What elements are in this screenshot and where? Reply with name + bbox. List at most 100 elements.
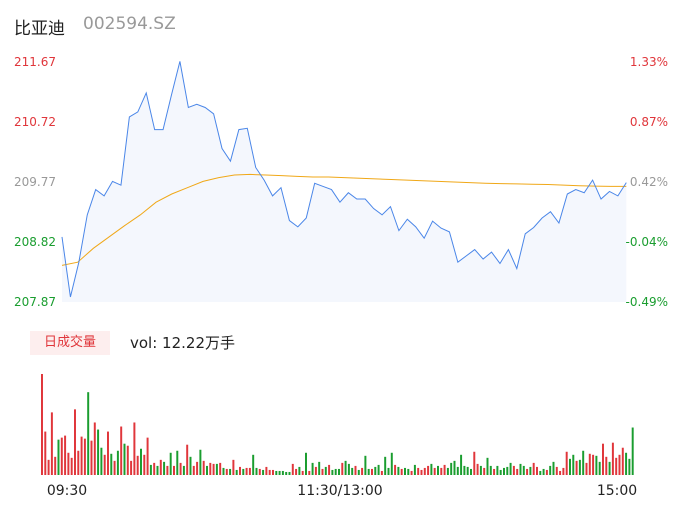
volume-bar — [377, 464, 380, 475]
volume-bar — [479, 465, 482, 475]
volume-bar — [258, 468, 261, 475]
volume-bar — [351, 467, 354, 475]
y-tick-left: 211.67 — [14, 55, 56, 69]
volume-tag[interactable]: 日成交量 — [30, 331, 110, 355]
volume-bar — [182, 465, 185, 475]
stock-name: 比亚迪 — [14, 19, 65, 39]
volume-bar — [364, 455, 367, 475]
volume-bar — [272, 469, 274, 475]
volume-bar — [278, 470, 281, 475]
volume-bar — [595, 455, 598, 475]
volume-bar — [189, 456, 192, 475]
volume-bar — [87, 392, 90, 475]
volume-bar — [397, 466, 400, 475]
volume-bar — [440, 467, 443, 475]
volume-bar — [123, 443, 126, 475]
volume-bar — [268, 469, 271, 475]
y-tick-left: 207.87 — [14, 295, 56, 309]
volume-bar — [301, 470, 304, 475]
y-tick-right: 0.87% — [630, 115, 668, 129]
volume-bar — [450, 462, 453, 475]
volume-bar — [245, 467, 248, 475]
volume-bar — [83, 438, 86, 475]
volume-bar — [265, 466, 268, 475]
x-tick-label: 09:30 — [47, 483, 87, 499]
volume-bar — [605, 456, 608, 475]
volume-bar — [536, 466, 538, 475]
price-chart: 211.67 210.72 209.77 208.82 207.87 1.33% 0.87… — [14, 55, 668, 309]
volume-bar — [509, 462, 512, 475]
volume-bar — [41, 374, 43, 475]
volume-bar — [166, 465, 169, 475]
volume-bar — [64, 435, 67, 475]
volume-bar — [202, 460, 205, 475]
volume-bar — [295, 468, 298, 475]
volume-bar — [578, 459, 581, 475]
volume-bar — [529, 466, 532, 475]
volume-bar — [430, 463, 433, 475]
volume-bar — [493, 468, 496, 475]
volume-bar — [549, 465, 552, 475]
volume-bar — [298, 466, 301, 475]
volume-bar — [526, 468, 529, 475]
volume-bar — [311, 462, 314, 475]
y-tick-right: -0.49% — [626, 295, 668, 309]
volume-bar — [97, 429, 100, 475]
volume-bar — [222, 467, 225, 475]
volume-bar — [70, 457, 73, 475]
price-area — [62, 61, 627, 302]
volume-bar — [473, 451, 476, 475]
volume-bar — [215, 463, 218, 475]
volume-bar — [516, 468, 519, 475]
y-tick-left: 210.72 — [14, 115, 56, 129]
volume-bar — [565, 451, 568, 475]
volume-bar — [103, 454, 106, 475]
volume-bar — [149, 464, 152, 475]
y-tick-left: 208.82 — [14, 235, 56, 249]
volume-bar — [344, 460, 347, 475]
volume-bar — [384, 456, 387, 475]
volume-bar — [387, 467, 390, 475]
volume-bar — [361, 467, 364, 475]
volume-bar — [262, 469, 265, 475]
volume-bar — [463, 465, 466, 475]
volume-bar — [305, 452, 307, 475]
volume-bar — [169, 452, 172, 475]
volume-bar — [407, 468, 410, 475]
volume-bar — [466, 466, 469, 475]
volume-bars — [41, 374, 634, 475]
y-tick-right: -0.04% — [626, 235, 668, 249]
volume-bar — [443, 464, 446, 475]
volume-bar — [281, 470, 284, 475]
volume-bar — [60, 437, 63, 475]
volume-bar — [146, 437, 149, 475]
volume-bar — [179, 462, 182, 475]
volume-bar — [308, 470, 311, 475]
volume-bar — [559, 470, 562, 475]
y-axis-left: 211.67 210.72 209.77 208.82 207.87 — [14, 55, 56, 309]
volume-bar — [252, 454, 255, 475]
volume-bar — [285, 471, 288, 475]
volume-bar — [140, 448, 142, 475]
volume-bar — [255, 467, 258, 475]
volume-bar — [328, 464, 331, 475]
volume-bar — [390, 452, 393, 475]
volume-bar — [489, 465, 492, 475]
y-tick-right: 0.42% — [630, 175, 668, 189]
volume-bar — [470, 468, 472, 475]
volume-bar — [291, 463, 294, 475]
volume-bar — [133, 422, 136, 475]
volume-bar — [542, 468, 545, 475]
volume-bar — [453, 460, 456, 475]
volume-bar — [288, 471, 291, 475]
volume-bar — [130, 460, 133, 475]
volume-bar — [486, 457, 489, 475]
volume-bar — [631, 427, 634, 475]
volume-bar — [427, 465, 430, 475]
volume-bar — [545, 469, 548, 475]
volume-bar — [347, 463, 350, 475]
volume-bar — [232, 459, 235, 475]
x-tick-label: 15:00 — [597, 483, 637, 499]
volume-bar — [410, 470, 413, 475]
